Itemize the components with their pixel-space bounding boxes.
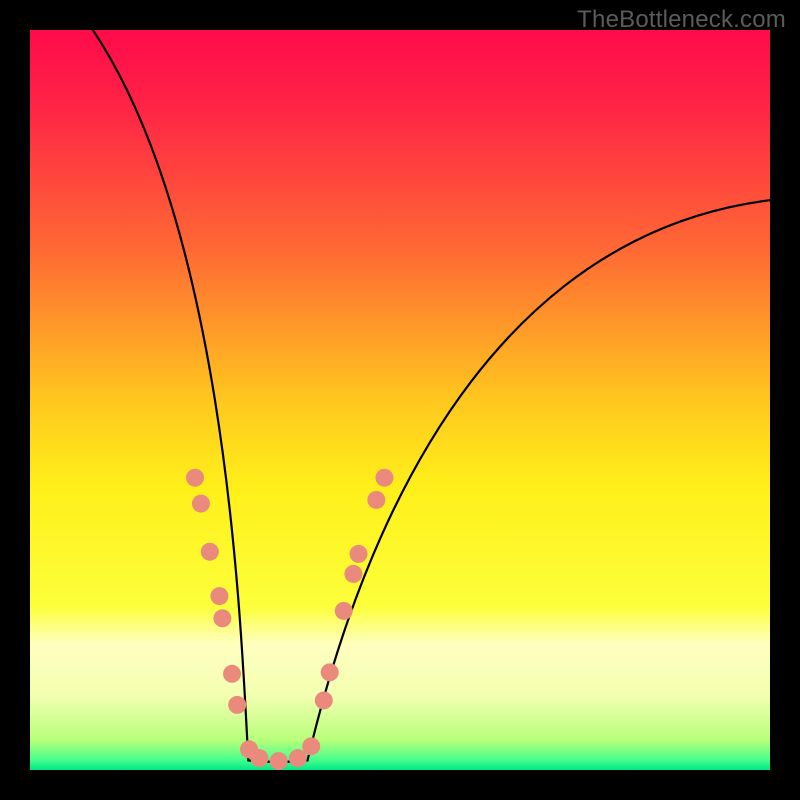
marker-dot	[186, 469, 204, 487]
marker-dot	[302, 737, 320, 755]
marker-dot	[270, 752, 288, 770]
marker-dot	[321, 663, 339, 681]
marker-dot	[250, 749, 268, 767]
marker-dot	[192, 495, 210, 513]
marker-dot	[223, 665, 241, 683]
marker-dot	[315, 691, 333, 709]
bottleneck-chart	[0, 0, 800, 800]
marker-dot	[350, 545, 368, 563]
marker-dot	[367, 491, 385, 509]
marker-dot	[344, 565, 362, 583]
plot-gradient	[30, 30, 770, 770]
marker-dot	[228, 696, 246, 714]
marker-dot	[213, 609, 231, 627]
chart-stage: TheBottleneck.com	[0, 0, 800, 800]
marker-dot	[201, 543, 219, 561]
marker-dot	[335, 602, 353, 620]
marker-dot	[375, 469, 393, 487]
marker-dot	[210, 587, 228, 605]
